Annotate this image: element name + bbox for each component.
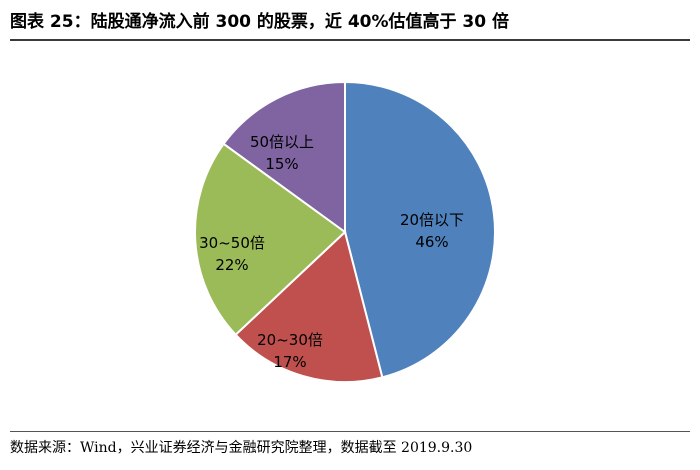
title-divider (10, 39, 690, 41)
slice-percent-label: 22% (215, 256, 248, 274)
slice-percent-label: 46% (415, 233, 448, 251)
slice-category-label: 50倍以上 (250, 133, 314, 151)
source-divider (10, 431, 690, 432)
slice-category-label: 20倍以下 (400, 211, 464, 229)
slice-category-label: 30~50倍 (199, 234, 265, 252)
pie-slice-2 (234, 230, 384, 383)
slice-percent-label: 15% (265, 155, 298, 173)
pie-slice-3 (194, 142, 347, 337)
pie-slices (194, 80, 496, 383)
page-title: 图表 25：陆股通净流入前 300 的股票，近 40%估值高于 30 倍 (10, 12, 510, 32)
pie-labels: 20倍以下 46% 20~30倍 17% 30~50倍 22% 50倍以上 15% (199, 133, 464, 371)
pie-slice-1 (344, 80, 496, 379)
pie-chart: 20倍以下 46% 20~30倍 17% 30~50倍 22% 50倍以上 15% (194, 80, 496, 383)
slice-percent-label: 17% (273, 353, 306, 371)
pie-slice-4 (222, 80, 346, 234)
slice-category-label: 20~30倍 (257, 331, 323, 349)
source-note: 数据来源：Wind，兴业证券经济与金融研究院整理，数据截至 2019.9.30 (10, 440, 473, 456)
